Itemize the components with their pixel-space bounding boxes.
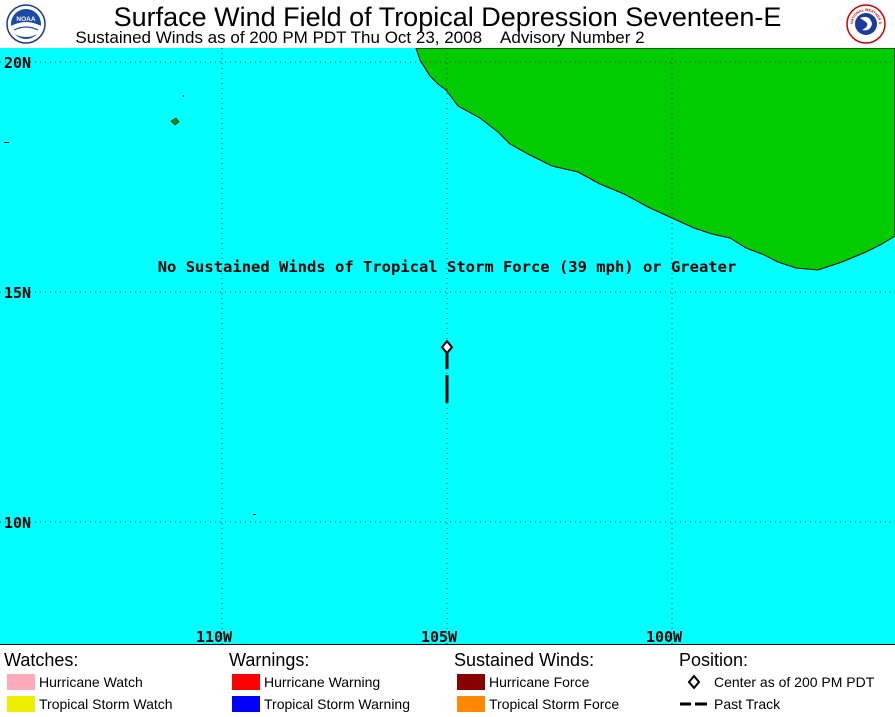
legend-ts-warning: Tropical Storm Warning — [229, 693, 410, 715]
legend-hurricane-force: Hurricane Force — [454, 671, 594, 693]
map-panel[interactable]: 20N 15N 10N 110W 105W 100W No Sustained Wind… — [0, 48, 895, 644]
mexico-coastline — [415, 48, 895, 271]
hurricane-warning-label: Hurricane Warning — [264, 674, 381, 690]
page-subtitle: Sustained Winds as of 200 PM PDT Thu Oct… — [0, 29, 720, 47]
storm-center-marker[interactable] — [440, 339, 454, 355]
legend-position: Position: Center as of 200 PM PDT Past T… — [679, 649, 874, 715]
noaa-logo: NOAA — [6, 4, 46, 44]
ts-watch-swatch — [7, 696, 35, 712]
longitude-label: 110W — [196, 628, 233, 644]
header: NOAA Surface Wind Field of Tropical Depr… — [0, 0, 895, 48]
legend-hurricane-watch: Hurricane Watch — [4, 671, 143, 693]
noaa-logo-text: NOAA — [16, 16, 35, 23]
small-island-d — [253, 514, 256, 515]
latitude-label: 15N — [4, 284, 31, 302]
no-ts-winds-message: No Sustained Winds of Tropical Storm For… — [158, 258, 737, 276]
hurricane-watch-swatch — [7, 674, 35, 690]
ts-force-swatch — [457, 696, 485, 712]
latitude-label: 20N — [4, 54, 31, 72]
legend-ts-force: Tropical Storm Force — [454, 693, 619, 715]
longitude-labels: 110W 105W 100W — [196, 628, 683, 644]
legend-hurricane-warning: Hurricane Warning — [229, 671, 380, 693]
dashed-line-icon — [680, 702, 707, 706]
small-island-b — [182, 95, 184, 97]
subtitle-time: Sustained Winds as of 200 PM PDT Thu Oct… — [75, 28, 483, 47]
ts-watch-label: Tropical Storm Watch — [39, 696, 173, 712]
legend-winds-heading: Sustained Winds: — [454, 650, 595, 670]
legend-warnings-heading: Warnings: — [229, 650, 310, 670]
wind-field-map[interactable]: 20N 15N 10N 110W 105W 100W No Sustained Wind… — [0, 48, 895, 644]
graticule — [0, 48, 895, 644]
past-track-label: Past Track — [714, 696, 781, 712]
small-island-c — [4, 142, 9, 143]
center-label: Center as of 200 PM PDT — [714, 674, 875, 690]
nws-logo: NATIONAL WEATHER SERVICE — [846, 4, 886, 44]
legend-ts-watch: Tropical Storm Watch — [4, 693, 173, 715]
hurricane-warning-swatch — [232, 674, 260, 690]
longitude-label: 100W — [646, 628, 683, 644]
latitude-label: 10N — [4, 514, 31, 532]
small-island-a — [170, 117, 180, 126]
hurricane-force-label: Hurricane Force — [489, 674, 590, 690]
diamond-icon[interactable] — [440, 339, 454, 355]
legend-center: Center as of 200 PM PDT — [679, 671, 874, 693]
ts-warning-swatch — [232, 696, 260, 712]
legend-winds: Sustained Winds: Hurricane Force Tropica… — [454, 649, 619, 715]
page-title: Surface Wind Field of Tropical Depressio… — [113, 2, 782, 32]
hurricane-watch-label: Hurricane Watch — [39, 674, 143, 690]
ts-force-label: Tropical Storm Force — [489, 696, 620, 712]
legend-warnings: Warnings: Hurricane Warning Tropical Sto… — [229, 649, 410, 715]
ts-warning-label: Tropical Storm Warning — [264, 696, 411, 712]
legend-watches: Watches: Hurricane Watch Tropical Storm … — [4, 649, 173, 715]
hurricane-force-swatch — [457, 674, 485, 690]
subtitle-advisory: Advisory Number 2 — [500, 28, 645, 47]
legend-watches-heading: Watches: — [4, 650, 79, 670]
latitude-labels: 20N 15N 10N — [4, 54, 31, 532]
legend-position-heading: Position: — [679, 650, 749, 670]
legend-past-track: Past Track — [679, 693, 780, 715]
legend: Watches: Hurricane Watch Tropical Storm … — [0, 644, 895, 717]
diamond-icon — [687, 674, 701, 690]
longitude-label: 105W — [421, 628, 458, 644]
